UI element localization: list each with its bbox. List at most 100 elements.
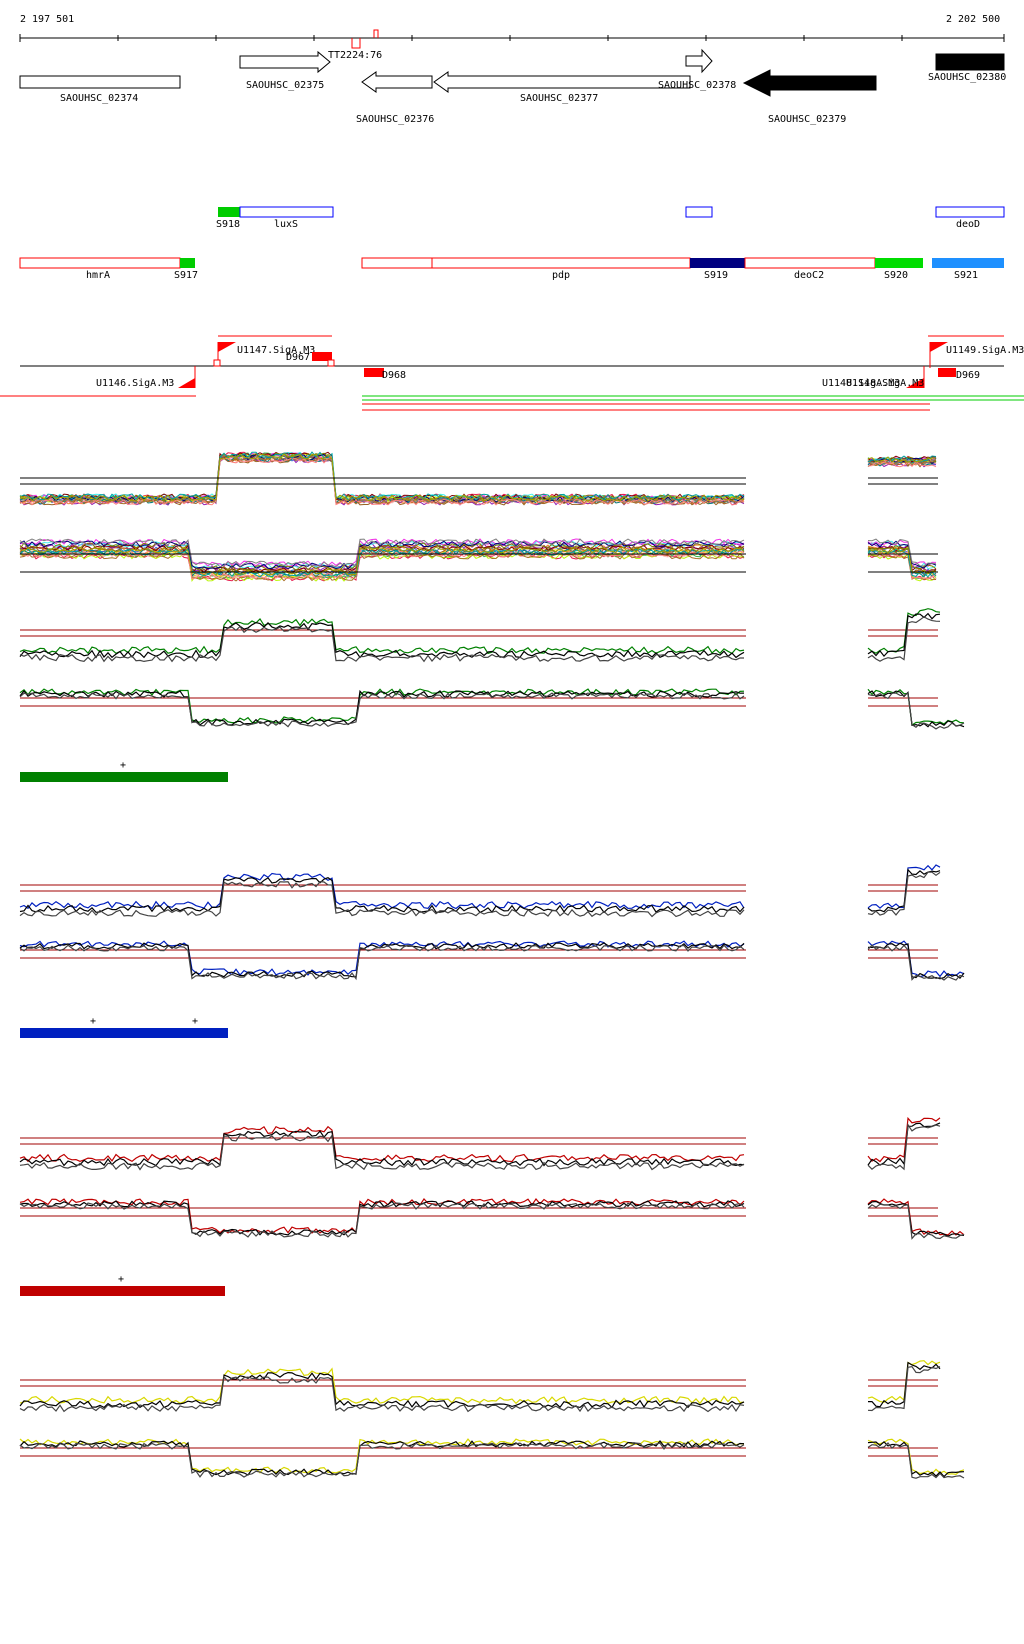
gene-track: SAOUHSC_02374 SAOUHSC_02375 SAOUHSC_0237… <box>19 48 1006 125</box>
segment-S917-box[interactable] <box>180 258 195 268</box>
multi-trace-bottom <box>867 540 937 569</box>
condition-trace <box>19 617 745 655</box>
promoter-U1149[interactable]: U1149.SigA.M3 <box>929 342 1024 368</box>
condition-trace <box>19 1367 745 1405</box>
gene-SAOUHSC_02375[interactable]: SAOUHSC_02375 <box>239 50 331 91</box>
annotation-small-blue[interactable] <box>685 206 713 218</box>
annotation-pdp[interactable] <box>431 257 691 269</box>
segment-S921-box[interactable] <box>932 258 1004 268</box>
condition-mark: + <box>90 1016 96 1027</box>
multi-trace-top <box>19 456 745 506</box>
expression-tracks <box>19 451 965 1479</box>
condition-trace <box>19 1442 745 1478</box>
multi-trace-top <box>19 455 744 505</box>
annotation-luxS[interactable] <box>239 206 334 218</box>
condition-trace <box>19 1200 745 1236</box>
multi-trace-bottom <box>867 546 937 575</box>
site-D968[interactable]: D968 <box>364 368 406 381</box>
condition-trace <box>867 1198 965 1236</box>
promoter-label: U1146.SigA.M3 <box>96 378 174 389</box>
annotation-label: deoD <box>956 219 980 230</box>
multi-trace-bottom <box>19 552 745 582</box>
gene-SAOUHSC_02378[interactable]: SAOUHSC_02378 <box>658 48 736 91</box>
condition-trace <box>867 1440 965 1478</box>
condition-trace <box>19 1130 745 1167</box>
gene-label: SAOUHSC_02379 <box>768 114 846 125</box>
segment-label: S917 <box>174 270 198 281</box>
condition-bar-red[interactable]: + <box>20 1274 225 1296</box>
terminator-feature[interactable]: TT2224:76 <box>328 29 382 61</box>
annotation-red-small[interactable] <box>361 257 433 269</box>
multi-trace-top <box>867 460 937 468</box>
condition-trace <box>19 621 745 659</box>
multi-trace-top <box>19 451 745 501</box>
condition-trace <box>19 1202 745 1238</box>
segment-S920-box[interactable] <box>875 258 923 268</box>
promoter-U1147[interactable]: U1147.SigA.M3 <box>213 342 315 367</box>
gene-label: SAOUHSC_02378 <box>658 80 736 91</box>
annotation-deoD[interactable] <box>935 206 1005 218</box>
promoter-U1148[interactable]: U1148.SigA.M3 U1148.SigA.M3 <box>822 366 925 389</box>
condition-mark: + <box>192 1016 198 1027</box>
gene-SAOUHSC_02377[interactable]: SAOUHSC_02377 <box>433 71 691 104</box>
annotation-hmrA[interactable] <box>19 257 181 269</box>
multi-trace-top <box>19 451 745 501</box>
site-label: D968 <box>382 370 406 381</box>
multi-trace-bottom <box>867 553 937 582</box>
segment-S918-box[interactable] <box>218 207 240 217</box>
gene-SAOUHSC_02376[interactable]: SAOUHSC_02376 <box>356 71 434 125</box>
coordinate-ruler: 2 197 501 2 202 500 <box>19 14 1005 42</box>
gene-SAOUHSC_02380[interactable]: SAOUHSC_02380 <box>928 53 1006 83</box>
condition-trace <box>19 689 745 726</box>
site-D967[interactable]: D967 <box>286 352 335 367</box>
condition-trace <box>19 1440 745 1476</box>
segment-label: S920 <box>884 270 908 281</box>
condition-trace <box>867 1365 941 1412</box>
condition-trace <box>19 1198 745 1234</box>
condition-trace <box>867 871 941 916</box>
gene-label: SAOUHSC_02377 <box>520 93 598 104</box>
gene-label: SAOUHSC_02376 <box>356 114 434 125</box>
condition-trace <box>867 616 941 662</box>
condition-bar-green[interactable]: + <box>20 760 228 782</box>
promoter-label: U1149.SigA.M3 <box>946 345 1024 356</box>
multi-trace-bottom <box>867 539 937 568</box>
segment-S919-box[interactable] <box>690 258 745 268</box>
promoter-label: U1148.SigA.M3 <box>822 378 900 389</box>
segment-label: S921 <box>954 270 978 281</box>
promoter-label: U1147.SigA.M3 <box>237 345 315 356</box>
condition-bars: + + + + <box>20 760 228 1296</box>
promoter-U1146[interactable]: U1146.SigA.M3 <box>96 366 196 389</box>
annotation-label: pdp <box>552 270 570 281</box>
annotation-deoC2[interactable] <box>744 257 876 269</box>
site-label: D969 <box>956 370 980 381</box>
condition-trace <box>867 612 941 658</box>
multi-trace-top <box>19 451 745 501</box>
condition-trace <box>867 944 965 981</box>
annotation-track-blue: luxS S918 deoD <box>216 206 1005 230</box>
multi-trace-bottom <box>19 546 745 576</box>
site-label: D967 <box>286 352 310 363</box>
multi-trace-bottom <box>867 538 937 567</box>
gene-label: SAOUHSC_02380 <box>928 72 1006 83</box>
condition-trace <box>19 944 745 981</box>
segment-label: S918 <box>216 219 240 230</box>
multi-trace-bottom <box>19 538 745 568</box>
condition-trace <box>19 1133 745 1171</box>
multi-trace-top <box>19 454 745 504</box>
gene-label: SAOUHSC_02374 <box>60 93 138 104</box>
multi-trace-bottom <box>19 540 745 570</box>
condition-trace <box>867 690 965 728</box>
condition-mark: + <box>118 1274 124 1285</box>
promoter-track: U1146.SigA.M3 U1147.SigA.M3 D967 D968 U1… <box>0 335 1024 411</box>
condition-trace <box>867 1442 965 1479</box>
gene-SAOUHSC_02374[interactable]: SAOUHSC_02374 <box>19 75 181 104</box>
annotation-track-red: hmrA S917 pdp S919 deoC2 S920 S921 <box>19 257 1004 281</box>
multi-trace-bottom <box>867 545 937 570</box>
condition-bar-blue[interactable]: + + <box>20 1016 228 1038</box>
gene-SAOUHSC_02379[interactable]: SAOUHSC_02379 <box>742 69 877 125</box>
condition-trace <box>867 1116 941 1163</box>
site-D969[interactable]: D969 <box>938 368 980 381</box>
promoter-label-overlap: U1148.SigA.M3 <box>846 378 924 389</box>
